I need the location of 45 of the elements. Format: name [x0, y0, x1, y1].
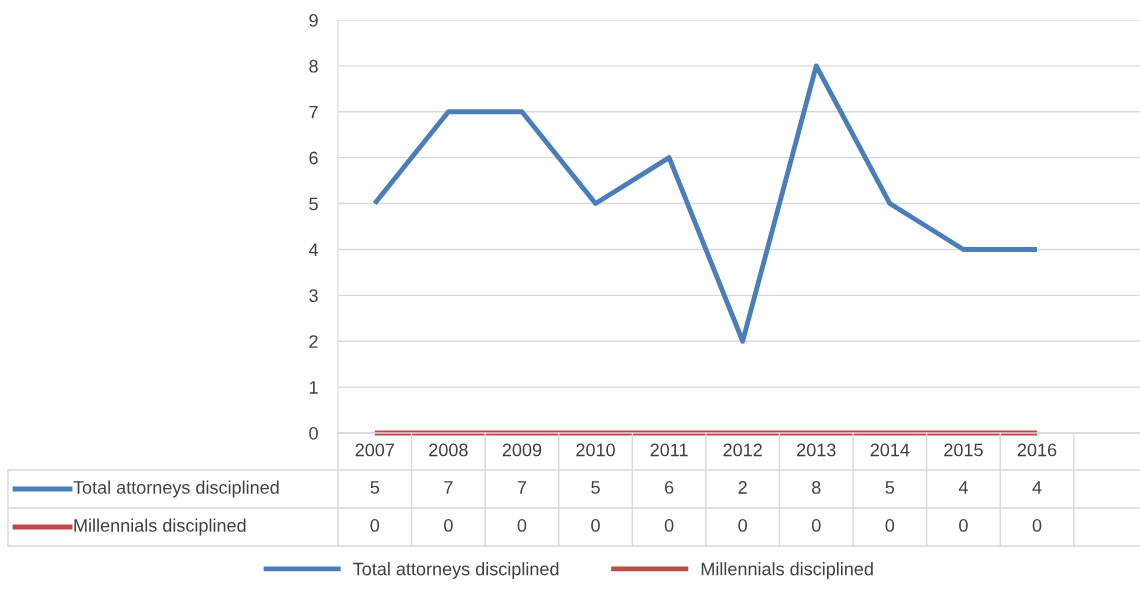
data-label: 8 [812, 481, 821, 494]
y-tick-label: 3 [309, 289, 318, 303]
x-tick-label: 2011 [650, 443, 688, 457]
data-label: 2 [738, 481, 747, 494]
data-label: 0 [885, 519, 895, 532]
x-tick-label: 2014 [870, 443, 910, 457]
data-label: 5 [370, 481, 380, 494]
y-tick-label: 5 [309, 197, 318, 211]
x-tick-label: 2009 [502, 443, 542, 457]
legend-label: Total attorneys disciplined [73, 480, 279, 498]
x-tick-label: 2015 [944, 443, 983, 457]
text: Total attorneys disciplined [353, 562, 559, 579]
data-label: 0 [444, 519, 453, 532]
y-tick-label: 9 [309, 13, 318, 27]
y-tick-label: 0 [309, 426, 318, 440]
data-label: 0 [959, 519, 968, 532]
data-label: 0 [811, 519, 821, 532]
data-label: 0 [591, 519, 600, 532]
text: Millennials disciplined [74, 518, 246, 536]
line-series [372, 63, 1040, 344]
y-tick-label: 6 [309, 151, 318, 165]
x-tick-label: 2016 [1017, 443, 1057, 457]
data-label: 0 [1032, 519, 1042, 532]
x-tick-label: 2007 [355, 443, 394, 457]
data-label: 7 [444, 481, 453, 494]
data-label: 5 [885, 481, 895, 494]
x-tick-label: 2010 [576, 443, 615, 457]
y-tick-label: 1 [309, 381, 318, 394]
data-label: 4 [958, 481, 968, 494]
data-label: 5 [591, 481, 600, 494]
y-tick-label: 8 [309, 59, 318, 73]
y-tick-label: 4 [308, 243, 319, 256]
legend-label: Millennials disciplined [701, 562, 873, 579]
data-label: 0 [664, 519, 674, 532]
x-tick-label: 2012 [723, 443, 762, 457]
x-tick-label: 2008 [429, 443, 468, 457]
data-label: 7 [517, 481, 527, 494]
data-label: 6 [665, 481, 674, 494]
y-tick-label: 7 [309, 105, 318, 119]
data-label: 0 [738, 519, 747, 532]
data-label: 4 [1032, 481, 1042, 494]
data-label: 0 [370, 519, 380, 532]
x-tick-label: 2013 [797, 443, 836, 457]
y-tick-label: 2 [309, 335, 318, 348]
data-label: 0 [517, 519, 527, 532]
